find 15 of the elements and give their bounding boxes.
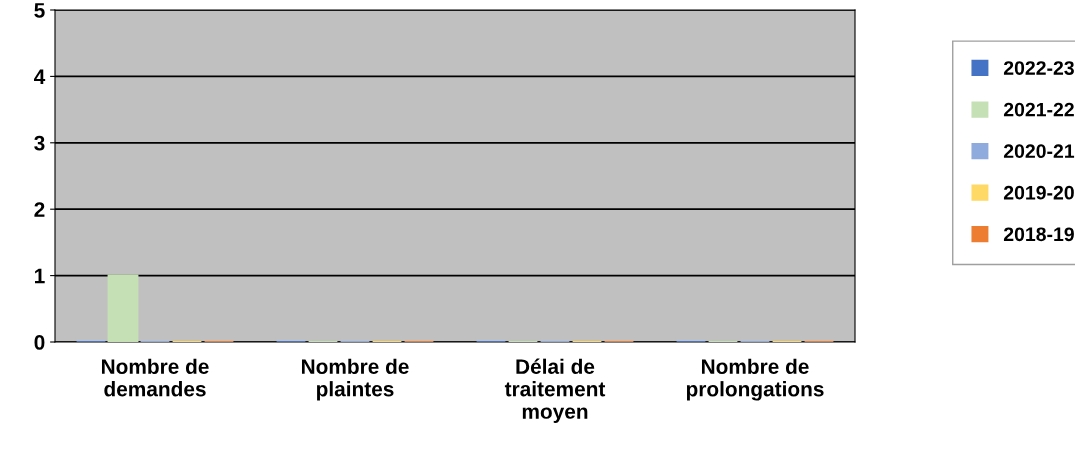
legend-label: 2021-22 <box>1003 102 1074 117</box>
y-tick-label: 5 <box>34 3 45 18</box>
x-tick-label: Nombre de prolongations <box>686 358 824 401</box>
y-tick-label: 2 <box>34 202 45 217</box>
legend-label: 2018-19 <box>1003 227 1074 242</box>
x-tick-label: Nombre de plaintes <box>301 358 409 401</box>
x-tick-label: Délai de traitement moyen <box>504 358 606 423</box>
x-tick-label: Nombre de demandes <box>101 358 209 397</box>
y-tick-label: 0 <box>34 335 45 350</box>
legend-label: 2020-21 <box>1003 144 1075 159</box>
y-tick-label: 1 <box>35 268 45 284</box>
y-tick-label: 4 <box>34 69 46 84</box>
legend-label: 2022-23 <box>1003 61 1074 75</box>
legend-label: 2019-20 <box>1003 185 1074 200</box>
y-tick-label: 3 <box>34 135 45 151</box>
